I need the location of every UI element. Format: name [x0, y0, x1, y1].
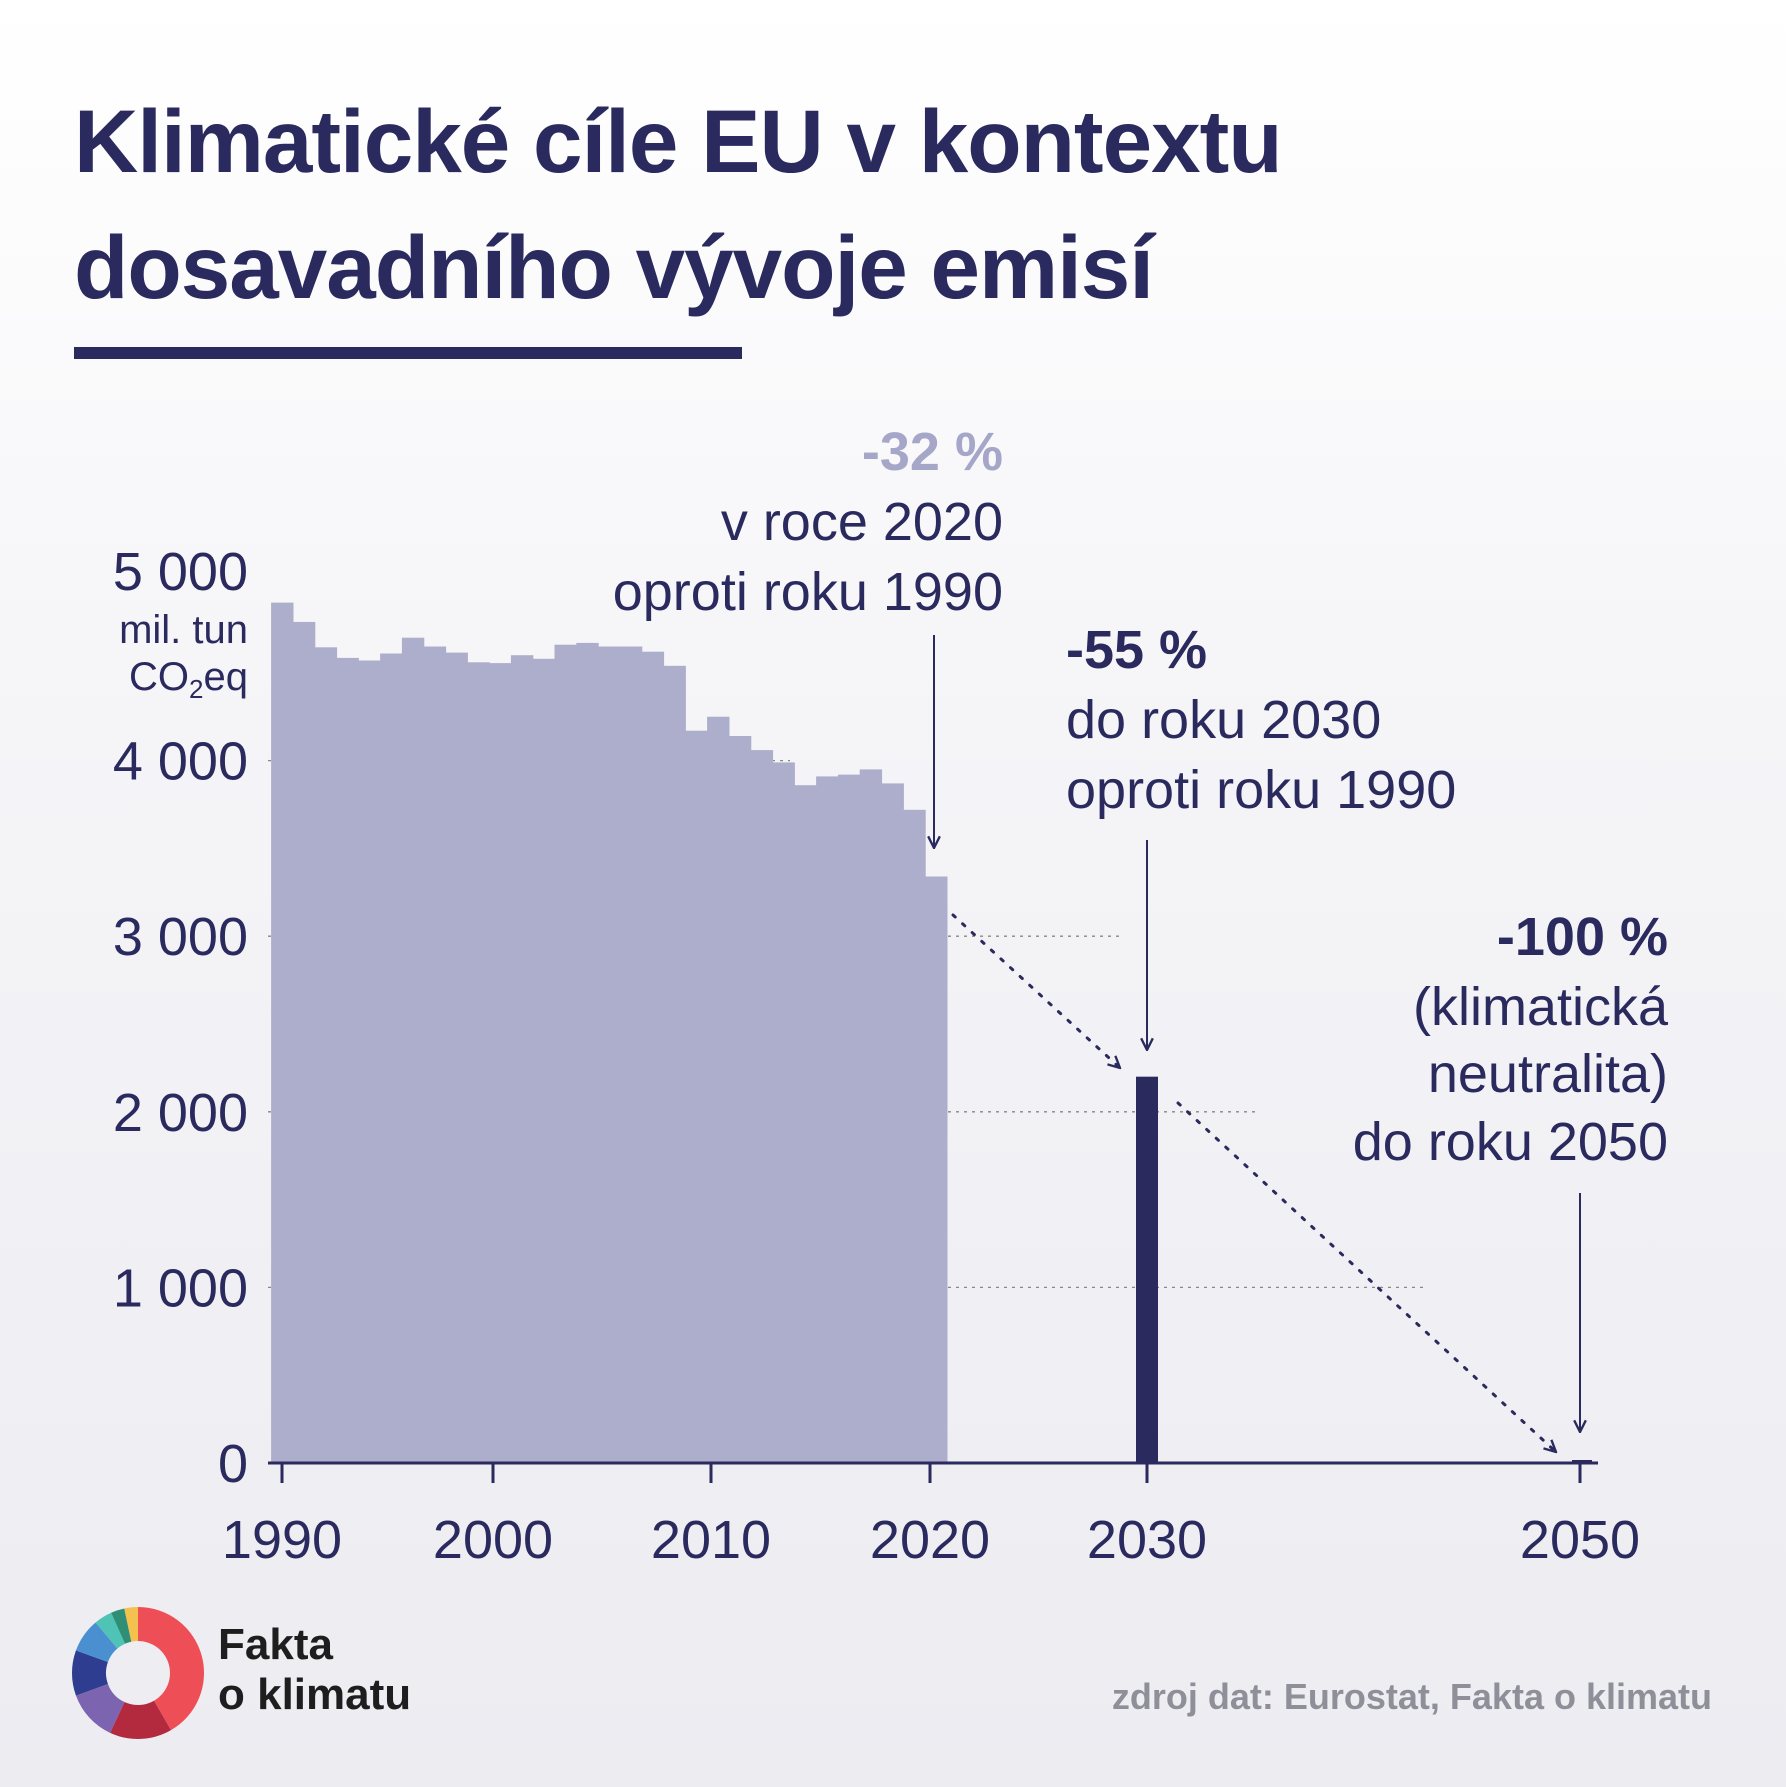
logo-segment	[72, 1650, 108, 1696]
chart-title: Klimatické cíle EU v kontextu dosavadníh…	[74, 78, 1714, 330]
x-tick-label-2010: 2010	[651, 1510, 771, 1570]
bar-2017	[859, 769, 883, 1463]
bar-2009	[685, 730, 708, 1463]
bar-2015	[816, 776, 839, 1463]
bar-1990	[271, 602, 294, 1463]
annotation-2020-line-1: v roce 2020	[721, 492, 1003, 552]
annotation-2050-line-3: do roku 2050	[1353, 1112, 1668, 1172]
title-line-1: Klimatické cíle EU v kontextu	[74, 91, 1283, 191]
y-tick-label-4000: 4 000	[113, 732, 248, 792]
annotation-2030-line-1: do roku 2030	[1066, 690, 1381, 750]
annotation-2030-head: -55 %	[1066, 620, 1207, 680]
bar-2000	[489, 663, 512, 1463]
title-line-2: dosavadního vývoje emisí	[74, 217, 1154, 317]
bar-1992	[314, 647, 338, 1463]
annotation-2050-line-1: (klimatická	[1413, 977, 1669, 1037]
logo-segment	[124, 1607, 138, 1642]
data-source: zdroj dat: Eurostat, Fakta o klimatu	[1111, 1676, 1712, 1717]
y-axis-unit-formula: CO2eq	[129, 655, 248, 704]
brand-line-1: Fakta	[218, 1620, 333, 1669]
annotation-2050-line-2: neutralita)	[1428, 1044, 1668, 1104]
bar-1991	[292, 621, 316, 1463]
bar-1996	[401, 637, 425, 1463]
unit-eq: eq	[204, 655, 249, 699]
y-tick-label-3000: 3 000	[113, 907, 248, 967]
brand-line-2: o klimatu	[218, 1670, 412, 1719]
bar-1993	[336, 657, 359, 1463]
bar-2006	[619, 646, 643, 1463]
x-tick-label-1990: 1990	[222, 1510, 342, 1570]
bar-2020	[925, 876, 948, 1463]
y-tick-label-5000: 5 000	[113, 542, 248, 602]
trend-arrow-2020-2030	[951, 913, 1120, 1068]
logo-segment	[111, 1608, 132, 1644]
logo-segment	[75, 1622, 118, 1663]
logo-segment	[75, 1683, 125, 1733]
bar-1997	[423, 646, 447, 1463]
bar-1999	[467, 662, 490, 1463]
bar-2014	[794, 785, 817, 1463]
x-tick-label-2000: 2000	[433, 1510, 553, 1570]
bar-1995	[380, 653, 403, 1463]
y-tick-label-1000: 1 000	[113, 1258, 248, 1318]
bar-2007	[641, 651, 665, 1463]
unit-subscript: 2	[189, 674, 203, 704]
bar-2002	[532, 658, 556, 1463]
bar-2012	[750, 750, 774, 1463]
bar-2016	[837, 774, 861, 1463]
x-tick-label-2030: 2030	[1087, 1510, 1207, 1570]
annotation-2030-line-2: oproti roku 1990	[1066, 760, 1456, 820]
y-axis-unit-label: mil. tun	[119, 608, 248, 652]
unit-co: CO	[129, 655, 189, 699]
fakta-o-klimatu-logo-icon	[72, 1607, 204, 1739]
bar-2008	[663, 665, 686, 1463]
bar-2001	[510, 655, 534, 1463]
bar-2003	[554, 644, 577, 1463]
bar-2018	[881, 783, 904, 1463]
brand-name: Fakta o klimatu	[218, 1620, 411, 1720]
bar-2005	[598, 646, 621, 1463]
logo-segment	[110, 1700, 171, 1739]
x-tick-label-2020: 2020	[870, 1510, 990, 1570]
annotation-2050-head: -100 %	[1497, 907, 1668, 967]
y-tick-label-2000: 2 000	[113, 1083, 248, 1143]
logo-segment	[138, 1607, 204, 1731]
bar-2030-target	[1136, 1076, 1158, 1463]
title-underline	[74, 347, 742, 359]
annotation-2020-line-2: oproti roku 1990	[613, 562, 1003, 622]
annotation-2020-head: -32 %	[862, 422, 1003, 482]
bar-1994	[358, 660, 381, 1463]
bar-2004	[576, 642, 599, 1463]
bar-1998	[445, 652, 468, 1463]
logo-segment	[95, 1612, 125, 1649]
bar-2010	[707, 716, 730, 1463]
bar-2019	[903, 809, 926, 1463]
trend-arrow-2030-2050	[1176, 1101, 1556, 1452]
x-tick-label-2050: 2050	[1520, 1510, 1640, 1570]
bar-2011	[728, 736, 752, 1463]
bar-2013	[772, 762, 795, 1463]
y-tick-label-0: 0	[218, 1434, 248, 1494]
